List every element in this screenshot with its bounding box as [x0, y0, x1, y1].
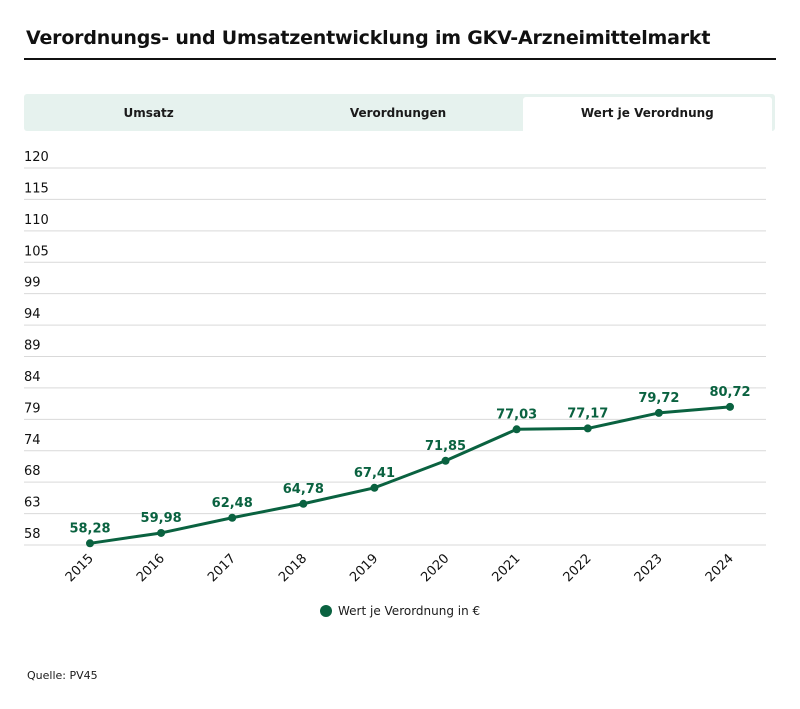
data-label: 80,72 — [709, 385, 750, 400]
x-tick-label: 2023 — [632, 551, 666, 585]
data-point — [583, 424, 592, 433]
data-point — [86, 539, 94, 548]
x-tick-label: 2019 — [347, 551, 381, 585]
x-tick-label: 2017 — [205, 551, 239, 585]
y-tick-label: 68 — [24, 464, 41, 479]
tab-bar: Umsatz Verordnungen Wert je Verordnung — [24, 94, 775, 131]
data-labels: 58,28 59,98 62,48 64,78 67,41 71,85 77,03 77,17… — [69, 385, 750, 536]
y-tick-label: 89 — [24, 339, 41, 354]
data-label: 71,85 — [425, 439, 466, 454]
x-tick-label: 2022 — [561, 551, 595, 585]
legend-marker-icon — [320, 605, 332, 617]
y-tick-label: 63 — [24, 496, 41, 511]
data-point — [370, 483, 379, 492]
source-note: Quelle: PV45 — [27, 669, 98, 682]
y-tick-label: 99 — [24, 276, 41, 291]
y-tick-label: 74 — [24, 433, 41, 448]
x-tick-label: 2015 — [63, 551, 97, 585]
data-label: 67,41 — [354, 466, 395, 481]
data-point — [441, 456, 450, 465]
tab-verordnungen[interactable]: Verordnungen — [349, 105, 447, 120]
data-label: 64,78 — [283, 482, 324, 497]
legend-label: Wert je Verordnung in € — [338, 604, 481, 618]
legend: Wert je Verordnung in € — [320, 604, 480, 618]
data-point — [157, 528, 166, 537]
y-tick-label: 120 — [24, 150, 49, 165]
tab-wert-je-verordnung[interactable]: Wert je Verordnung — [522, 97, 772, 131]
y-tick-label: 105 — [24, 244, 49, 259]
data-label: 59,98 — [141, 511, 182, 526]
x-tick-label: 2024 — [703, 551, 737, 585]
data-label: 79,72 — [638, 391, 679, 406]
data-point — [512, 425, 521, 434]
data-label: 62,48 — [212, 496, 253, 511]
tab-umsatz[interactable]: Umsatz — [123, 105, 174, 120]
y-tick-label: 110 — [24, 213, 49, 228]
title-divider — [24, 58, 776, 60]
y-tick-label: 115 — [24, 181, 49, 196]
x-tick-label: 2020 — [418, 551, 452, 585]
x-tick-label: 2018 — [276, 551, 310, 585]
data-point — [228, 513, 237, 522]
data-label: 77,03 — [496, 407, 537, 422]
y-axis-ticks: 58 63 68 74 79 84 89 94 99 105 110 115 120 — [24, 150, 49, 542]
y-tick-label: 94 — [24, 307, 41, 322]
chart-title: Verordnungs- und Umsatzentwicklung im GK… — [26, 27, 711, 49]
x-tick-label: 2016 — [134, 551, 168, 585]
x-tick-label: 2021 — [489, 551, 523, 585]
y-tick-label: 79 — [24, 401, 41, 416]
data-point — [726, 402, 734, 411]
y-tick-label: 58 — [24, 527, 41, 542]
data-label: 58,28 — [69, 521, 110, 536]
data-point — [654, 408, 663, 417]
series-points — [86, 402, 734, 548]
grid-lines — [24, 167, 766, 546]
series-line-path — [89, 405, 731, 545]
x-axis-ticks: 2015 2016 2017 2018 2019 2020 2021 2022 2023 2024 — [63, 551, 737, 585]
data-label: 77,17 — [567, 406, 608, 421]
data-point — [299, 499, 308, 508]
y-tick-label: 84 — [24, 370, 41, 385]
series-line — [89, 405, 731, 545]
